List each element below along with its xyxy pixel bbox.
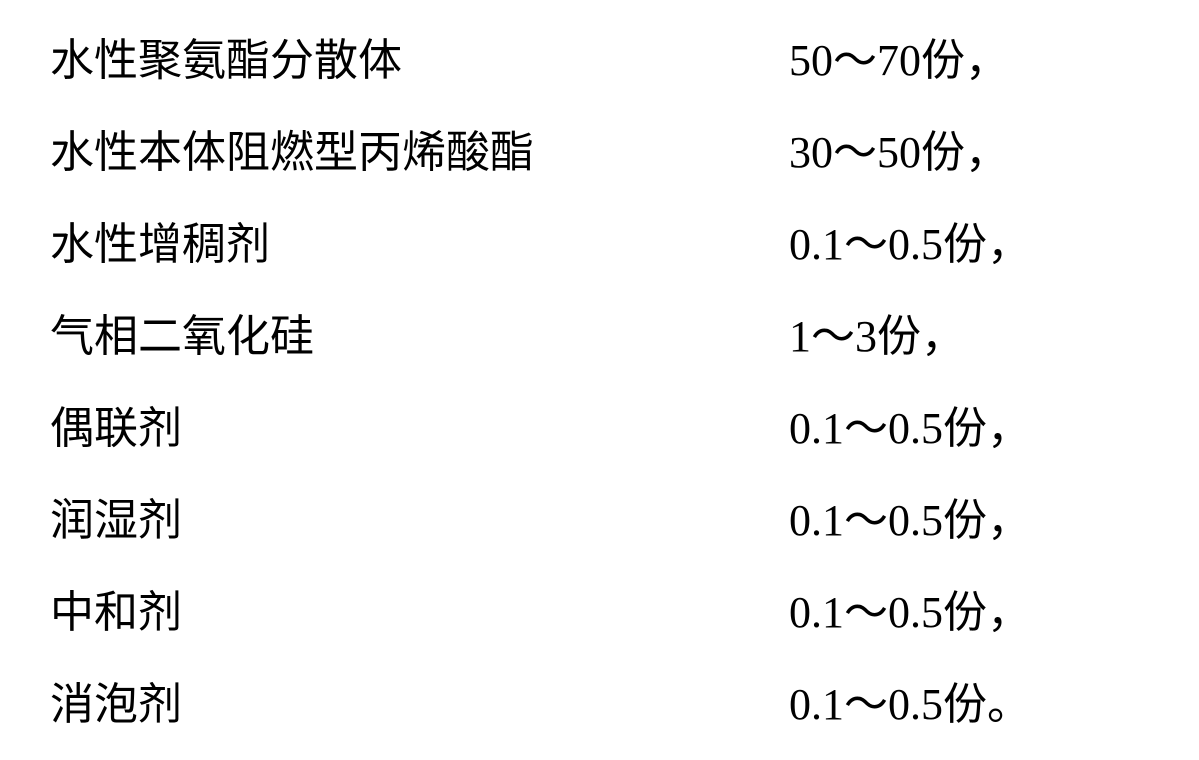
- ingredient-name: 水性增稠剂: [50, 208, 270, 272]
- ingredient-value: 1～3份，: [789, 300, 1149, 364]
- ingredient-name: 水性本体阻燃型丙烯酸酯: [50, 116, 534, 180]
- ingredient-value: 0.1～0.5份，: [789, 208, 1149, 272]
- ingredient-name: 中和剂: [50, 576, 182, 640]
- ingredient-name: 气相二氧化硅: [50, 300, 314, 364]
- ingredient-value: 50～70份，: [789, 24, 1149, 88]
- ingredient-value: 0.1～0.5份，: [789, 484, 1149, 548]
- ingredient-value: 0.1～0.5份。: [789, 668, 1149, 732]
- ingredient-value: 30～50份，: [789, 116, 1149, 180]
- list-row: 水性增稠剂 0.1～0.5份，: [50, 208, 1149, 300]
- list-row: 消泡剂 0.1～0.5份。: [50, 668, 1149, 760]
- ingredient-name: 偶联剂: [50, 392, 182, 456]
- ingredient-list: 水性聚氨酯分散体 50～70份， 水性本体阻燃型丙烯酸酯 30～50份， 水性增…: [0, 0, 1199, 745]
- list-row: 偶联剂 0.1～0.5份，: [50, 392, 1149, 484]
- ingredient-value: 0.1～0.5份，: [789, 392, 1149, 456]
- list-row: 水性本体阻燃型丙烯酸酯 30～50份，: [50, 116, 1149, 208]
- ingredient-name: 消泡剂: [50, 668, 182, 732]
- list-row: 中和剂 0.1～0.5份，: [50, 576, 1149, 668]
- list-row: 水性聚氨酯分散体 50～70份，: [50, 24, 1149, 116]
- list-row: 气相二氧化硅 1～3份，: [50, 300, 1149, 392]
- ingredient-value: 0.1～0.5份，: [789, 576, 1149, 640]
- ingredient-name: 润湿剂: [50, 484, 182, 548]
- ingredient-name: 水性聚氨酯分散体: [50, 24, 402, 88]
- list-row: 润湿剂 0.1～0.5份，: [50, 484, 1149, 576]
